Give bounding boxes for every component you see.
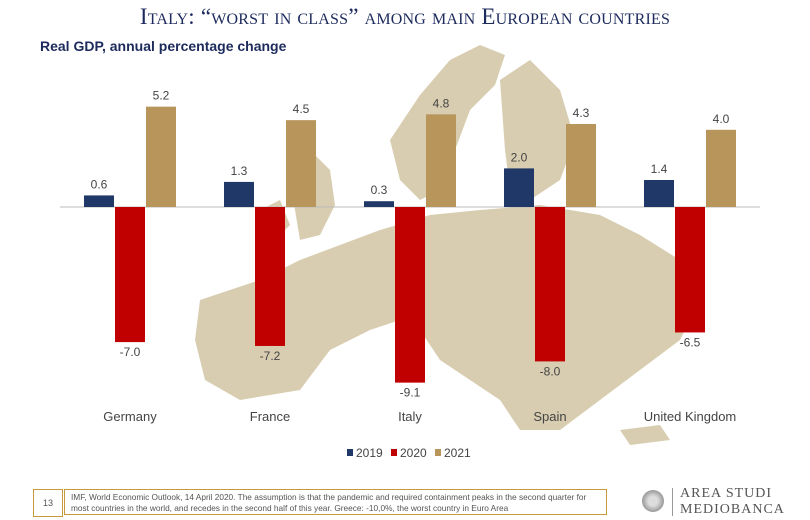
bar-2019-germany <box>84 195 114 207</box>
bar-2020-france <box>255 207 285 346</box>
data-label: 1.4 <box>651 162 668 176</box>
data-label: -8.0 <box>540 364 561 378</box>
bar-2020-italy <box>395 207 425 383</box>
data-label: 4.0 <box>713 112 730 126</box>
legend-label-2019: 2019 <box>356 446 383 460</box>
mediobanca-seal-logo <box>642 490 664 512</box>
bar-2021-france <box>286 120 316 207</box>
brand-logo: AREA STUDI MEDIOBANCA <box>680 486 785 518</box>
legend-swatch-2019 <box>347 449 353 456</box>
bar-2020-spain <box>535 207 565 362</box>
data-label: 2.0 <box>511 150 528 164</box>
legend: 2019 2020 2021 <box>347 446 471 460</box>
bar-2019-italy <box>364 201 394 207</box>
legend-swatch-2021 <box>435 449 441 456</box>
bar-2021-spain <box>566 124 596 207</box>
brand-line-2: MEDIOBANCA <box>680 502 785 517</box>
data-label: 5.2 <box>153 89 170 103</box>
bar-2019-spain <box>504 168 534 207</box>
category-label: Spain <box>533 409 566 424</box>
page-title: Italy: “worst in class” among main Europ… <box>139 4 671 29</box>
data-label: 0.3 <box>371 183 388 197</box>
legend-label-2021: 2021 <box>444 446 471 460</box>
chart-subtitle: Real GDP, annual percentage change <box>40 38 287 54</box>
bar-2019-france <box>224 181 254 207</box>
bar-2019-united-kingdom <box>644 179 674 207</box>
page-number: 13 <box>33 489 63 517</box>
legend-label-2020: 2020 <box>400 446 427 460</box>
data-label: -7.2 <box>260 349 281 363</box>
bar-2021-germany <box>146 106 176 207</box>
bar-2020-germany <box>115 207 145 343</box>
bar-2020-united-kingdom <box>675 207 705 333</box>
data-label: -9.1 <box>400 386 421 400</box>
category-label: France <box>250 409 290 424</box>
data-label: 4.3 <box>573 106 590 120</box>
category-label: United Kingdom <box>644 409 737 424</box>
source-note: IMF, World Economic Outlook, 14 April 20… <box>64 489 607 515</box>
category-label: Germany <box>103 409 157 424</box>
data-label: 4.5 <box>293 102 310 116</box>
data-label: 4.8 <box>433 96 450 110</box>
data-label: -7.0 <box>120 345 141 359</box>
data-label: -6.5 <box>680 335 701 349</box>
bar-2021-italy <box>426 114 456 207</box>
data-label: 1.3 <box>231 164 248 178</box>
divider <box>672 488 673 516</box>
category-label: Italy <box>398 409 422 424</box>
data-label: 0.6 <box>91 177 108 191</box>
brand-line-1: AREA STUDI <box>680 486 773 501</box>
legend-swatch-2020 <box>391 449 397 456</box>
bar-2021-united-kingdom <box>706 129 736 207</box>
